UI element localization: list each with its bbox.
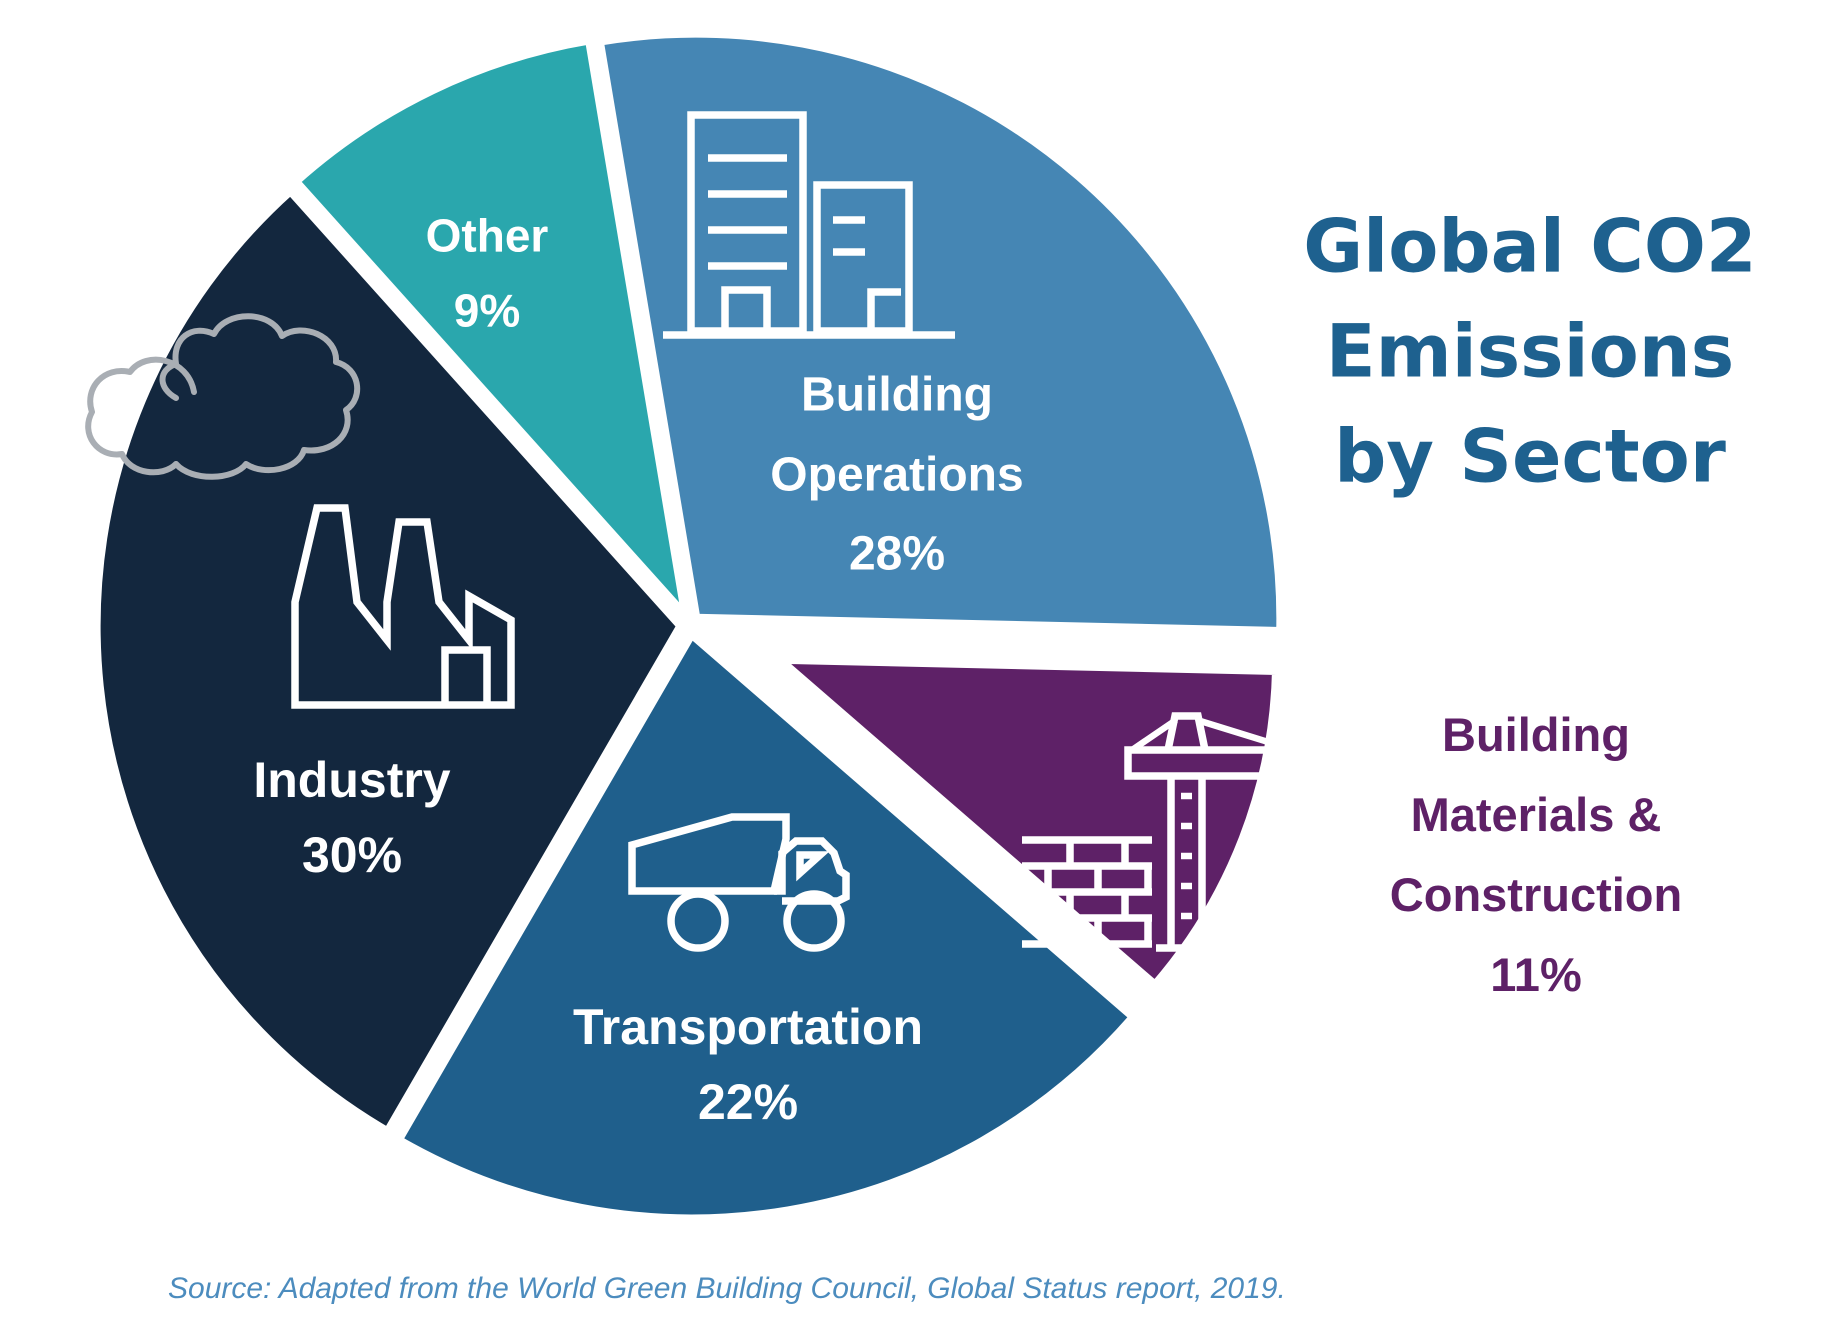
slice-percent: 28% [848,527,946,581]
slice-label-line: Other [425,209,549,262]
factory-icon [291,504,515,709]
slice-percent: 9% [453,284,521,336]
chart-title-line: by Sector [1334,414,1726,500]
slice-label-industry: Industry 30% [253,743,450,893]
pie-slice-transportation [393,629,1139,1224]
pie-slices [91,28,1286,1224]
smoke-cloud-icon [85,313,361,480]
slice-label-line: Industry [253,752,451,808]
slice-label-other: Other 9% [426,198,549,347]
slice-label-building-operations: Building Operations 28% [770,355,1023,594]
source-note: Source: Adapted from the World Green Bui… [168,1272,1286,1305]
slice-percent: 22% [697,1074,799,1130]
slice-percent: 30% [301,827,403,883]
slice-percent: 11% [1490,947,1582,1001]
slice-label-line: Building [801,368,993,422]
chart-title-line: Global CO2 [1303,204,1757,290]
chart-title-line: Emissions [1325,309,1735,395]
pie-slice-other [290,35,691,622]
construction-crane-icon [1022,712,1304,952]
slice-label-transportation: Transportation 22% [573,990,923,1140]
dump-truck-icon [628,813,850,952]
slice-label-line: Materials & [1410,788,1662,842]
slice-label-line: Construction [1389,868,1683,921]
office-buildings-icon [663,111,955,339]
chart-title: Global CO2 Emissions by Sector [1303,194,1756,509]
pie-slice-industry [91,186,686,1137]
slice-label-line: Operations [770,448,1024,502]
slice-label-line: Building [1442,708,1630,762]
slice-label-building-materials-construction: Building Materials & Construction 11% [1390,695,1682,1015]
pie-slice-building-materials-construction [774,654,1281,990]
slice-label-line: Transportation [572,999,924,1055]
